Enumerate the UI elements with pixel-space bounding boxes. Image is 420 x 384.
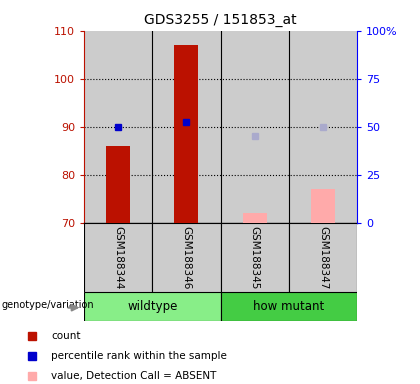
Text: GSM188347: GSM188347 — [318, 225, 328, 289]
Title: GDS3255 / 151853_at: GDS3255 / 151853_at — [144, 13, 297, 27]
Bar — [243, 213, 267, 223]
Text: GSM188346: GSM188346 — [181, 225, 192, 289]
Text: count: count — [51, 331, 81, 341]
Bar — [289, 223, 357, 292]
Text: wildtype: wildtype — [127, 300, 177, 313]
Bar — [289, 31, 357, 223]
Bar — [152, 223, 221, 292]
Text: GSM188345: GSM188345 — [249, 225, 260, 289]
Text: GSM188344: GSM188344 — [113, 225, 123, 289]
Bar — [220, 292, 357, 321]
Bar — [174, 45, 198, 223]
Text: value, Detection Call = ABSENT: value, Detection Call = ABSENT — [51, 371, 217, 381]
Text: percentile rank within the sample: percentile rank within the sample — [51, 351, 227, 361]
Bar — [220, 31, 289, 223]
Text: how mutant: how mutant — [253, 300, 324, 313]
Bar — [84, 31, 152, 223]
Bar — [220, 223, 289, 292]
Text: genotype/variation: genotype/variation — [2, 300, 95, 310]
Bar — [152, 31, 221, 223]
Bar — [106, 146, 130, 223]
Bar — [311, 189, 335, 223]
Bar — [84, 223, 152, 292]
Bar — [84, 292, 220, 321]
